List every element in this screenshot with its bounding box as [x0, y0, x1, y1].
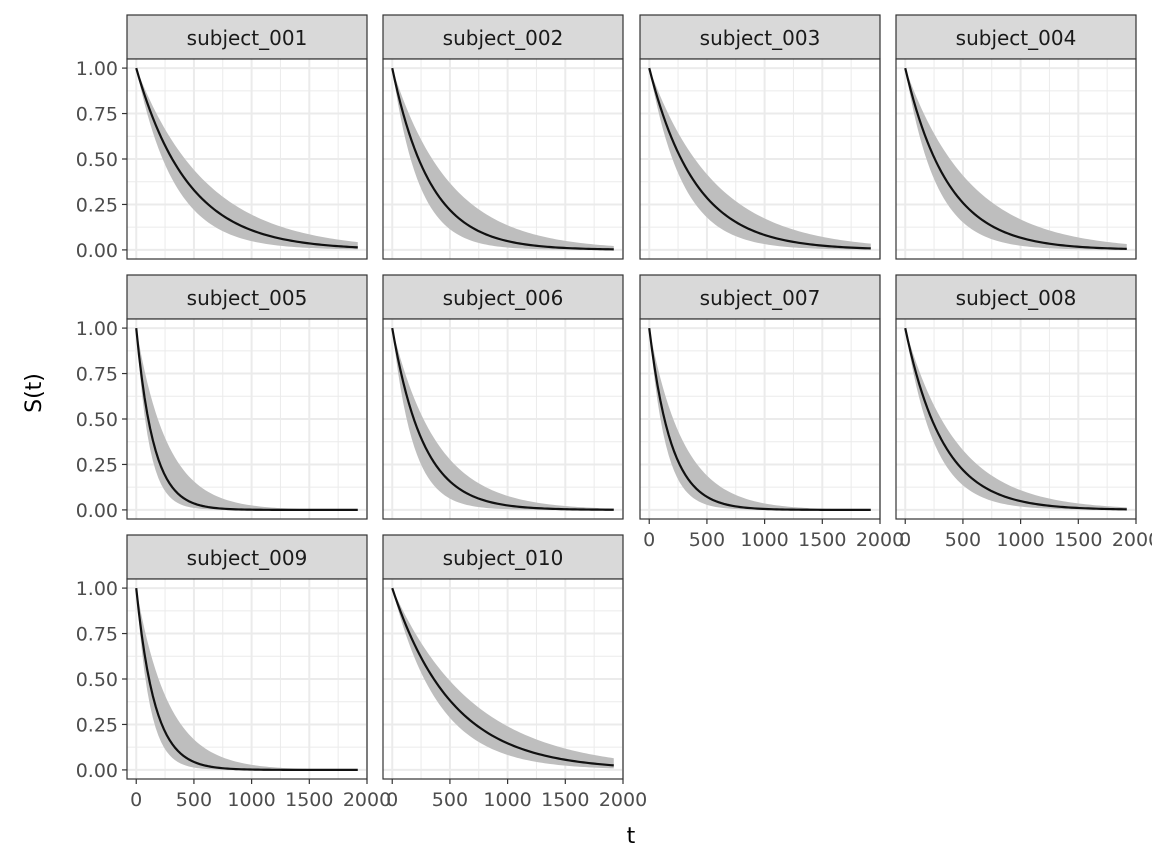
survival-curve — [135, 587, 358, 772]
y-tick-label: 0.75 — [76, 624, 118, 646]
facet-title: subject_005 — [187, 286, 308, 310]
x-tick-label: 500 — [176, 789, 212, 811]
facet-panel: subject_009 0.00 0.25 0.50 0.75 1.00 0 500 1000 1… — [76, 534, 391, 811]
y-tick-label: 0.50 — [76, 149, 118, 171]
y-tick-label: 0.25 — [76, 454, 118, 476]
x-tick-label: 1000 — [227, 789, 275, 811]
survival-curve — [135, 67, 358, 249]
facet-title: subject_007 — [700, 286, 821, 310]
y-tick-label: 0.00 — [76, 500, 118, 522]
x-tick-label: 1000 — [996, 529, 1044, 551]
x-tick-label: 500 — [945, 529, 981, 551]
ci-band — [136, 68, 358, 250]
x-tick-label: 500 — [689, 529, 725, 551]
panel-border — [639, 318, 881, 520]
x-tick-label: 1500 — [798, 529, 846, 551]
panel-border — [382, 318, 624, 520]
facet-panel: subject_001 0.00 0.25 0.50 0.75 1.00 — [76, 14, 368, 262]
survival-curve — [391, 67, 614, 251]
facet-panel: subject_008 0 500 1000 1500 2000 — [895, 274, 1152, 551]
y-tick-label: 0.50 — [76, 409, 118, 431]
panel-border — [382, 578, 624, 780]
y-tick-label: 0.00 — [76, 760, 118, 782]
facet-strip — [126, 274, 368, 320]
x-tick-label: 1500 — [1054, 529, 1102, 551]
y-tick-label: 0.50 — [76, 669, 118, 691]
facet-title: subject_001 — [187, 26, 308, 50]
x-tick-label: 0 — [130, 789, 142, 811]
facet-title: subject_004 — [956, 26, 1077, 50]
facet-title: subject_008 — [956, 286, 1077, 310]
x-tick-label: 0 — [899, 529, 911, 551]
survival-curve — [391, 587, 614, 767]
facet-panel: subject_007 0 500 1000 1500 2000 — [639, 274, 904, 551]
x-tick-label: 1500 — [285, 789, 333, 811]
x-tick-label: 1000 — [483, 789, 531, 811]
y-tick-label: 0.00 — [76, 240, 118, 262]
y-tick-label: 1.00 — [76, 58, 118, 80]
facet-strip — [382, 534, 624, 580]
survival-curve — [648, 327, 871, 511]
panels-layer: subject_0010.000.250.500.751.00subject_0… — [76, 14, 1152, 811]
x-tick-label: 0 — [386, 789, 398, 811]
ci-band — [392, 588, 614, 769]
facet-strip — [382, 14, 624, 60]
y-tick-label: 0.75 — [76, 364, 118, 386]
facet-strip — [382, 274, 624, 320]
facet-panel: subject_002 — [382, 14, 624, 260]
survival-curve — [904, 327, 1127, 511]
panel-border — [895, 318, 1137, 520]
panel-border — [639, 58, 881, 260]
facet-title: subject_010 — [443, 546, 564, 570]
survival-curve — [904, 67, 1127, 250]
x-tick-label: 1000 — [740, 529, 788, 551]
ci-band — [392, 328, 614, 510]
x-tick-label: 2000 — [1112, 529, 1152, 551]
x-tick-label: 500 — [432, 789, 468, 811]
ci-band — [905, 328, 1127, 510]
x-tick-label: 2000 — [343, 789, 391, 811]
y-tick-label: 1.00 — [76, 578, 118, 600]
y-tick-label: 0.25 — [76, 714, 118, 736]
facet-panel: subject_010 0 500 1000 1500 2000 — [382, 534, 647, 811]
y-axis-label: S(t) — [22, 373, 47, 413]
ci-band — [392, 68, 614, 250]
y-tick-label: 0.75 — [76, 104, 118, 126]
facet-title: subject_009 — [187, 546, 308, 570]
facet-title: subject_003 — [700, 26, 821, 50]
y-tick-label: 1.00 — [76, 318, 118, 340]
ci-band — [905, 68, 1127, 250]
survival-curve — [391, 327, 614, 511]
x-tick-label: 2000 — [856, 529, 904, 551]
survival-curve — [135, 327, 358, 512]
facet-strip — [895, 274, 1137, 320]
facet-strip — [895, 14, 1137, 60]
facet-title: subject_002 — [443, 26, 564, 50]
survival-curve — [648, 67, 871, 250]
facet-panel: subject_006 — [382, 274, 624, 520]
facet-panel: subject_005 0.00 0.25 0.50 0.75 1.00 — [76, 274, 368, 522]
panel-border — [895, 58, 1137, 260]
facet-panel: subject_004 — [895, 14, 1137, 260]
x-tick-label: 2000 — [599, 789, 647, 811]
ci-band — [649, 68, 871, 250]
panel-border — [382, 58, 624, 260]
facet-title: subject_006 — [443, 286, 564, 310]
facet-strip — [126, 14, 368, 60]
facet-strip — [639, 14, 881, 60]
x-tick-label: 0 — [643, 529, 655, 551]
y-tick-label: 0.25 — [76, 194, 118, 216]
facet-panel: subject_003 — [639, 14, 881, 260]
facet-strip — [639, 274, 881, 320]
x-axis-label: t — [627, 824, 636, 849]
x-tick-label: 1500 — [541, 789, 589, 811]
facet-strip — [126, 534, 368, 580]
